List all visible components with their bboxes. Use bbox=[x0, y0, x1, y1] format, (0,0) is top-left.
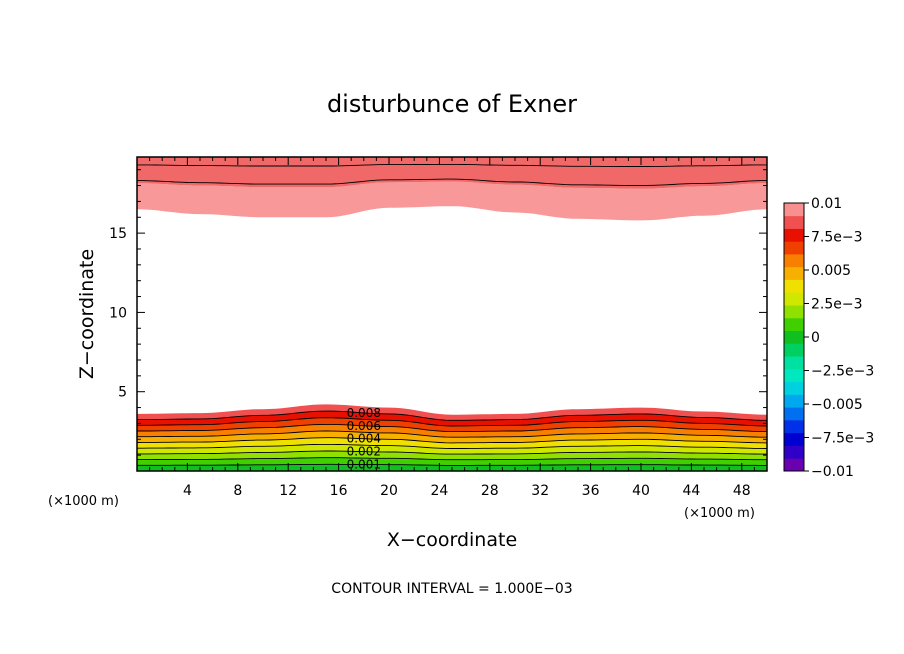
colorbar-swatch bbox=[784, 343, 804, 357]
top-band bbox=[137, 157, 767, 189]
contour-interval-text: CONTOUR INTERVAL = 1.000E−03 bbox=[331, 581, 572, 597]
contour-line-layer bbox=[136, 163, 768, 466]
contour-label: 0.006 bbox=[347, 419, 381, 433]
x-tick-label: 44 bbox=[682, 483, 700, 499]
colorbar bbox=[783, 202, 805, 472]
colorbar-swatch bbox=[784, 241, 804, 255]
top-band bbox=[137, 181, 767, 221]
contour-line bbox=[137, 443, 768, 449]
contour-line bbox=[136, 437, 768, 444]
y-unit-label: (×1000 m) bbox=[48, 494, 119, 509]
bottom-band bbox=[137, 451, 767, 460]
x-axis-ticks: 4 8 12 16 20 24 28 32 36 40 44 48 bbox=[149, 157, 755, 499]
x-tick-label: 8 bbox=[233, 483, 242, 499]
contour-line bbox=[137, 457, 767, 461]
colorbar-tick-label: −7.5e−3 bbox=[811, 431, 874, 447]
contour-label: 0.004 bbox=[347, 432, 381, 446]
contour-line bbox=[137, 417, 768, 427]
colorbar-swatch bbox=[784, 407, 804, 421]
colorbar-tick-label: −0.01 bbox=[811, 464, 854, 480]
colorbar-swatch bbox=[784, 458, 804, 472]
contour-line bbox=[137, 450, 767, 455]
colorbar-swatch bbox=[784, 317, 804, 332]
colorbar-swatch bbox=[784, 292, 804, 306]
contour-label: 0.002 bbox=[347, 445, 381, 459]
colorbar-swatch bbox=[784, 381, 804, 395]
x-tick-label: 28 bbox=[481, 483, 499, 499]
x-tick-label: 48 bbox=[733, 483, 751, 499]
colorbar-swatch bbox=[784, 432, 804, 446]
contour-line bbox=[137, 463, 767, 466]
contour-line bbox=[137, 430, 767, 438]
contour-label: 0.001 bbox=[347, 458, 381, 472]
contour-line bbox=[137, 410, 767, 421]
bottom-band bbox=[137, 404, 767, 421]
colorbar-swatch bbox=[784, 330, 804, 344]
x-tick-label: 36 bbox=[582, 483, 600, 499]
colorbar-swatch bbox=[784, 368, 804, 383]
x-tick-label: 20 bbox=[380, 483, 398, 499]
contour-line bbox=[137, 163, 767, 167]
x-axis-label: X−coordinate bbox=[387, 529, 517, 551]
bottom-band bbox=[137, 431, 767, 443]
colorbar-swatch bbox=[784, 203, 804, 217]
y-axis-label: Z−coordinate bbox=[76, 249, 98, 379]
colorbar-swatch bbox=[784, 356, 804, 370]
colorbar-swatch bbox=[784, 305, 804, 319]
y-tick-label: 15 bbox=[109, 226, 127, 242]
colorbar-swatch bbox=[784, 266, 804, 280]
colorbar-swatch bbox=[784, 254, 804, 268]
x-tick-label: 24 bbox=[430, 483, 448, 499]
colorbar-swatch bbox=[784, 445, 804, 459]
colorbar-tick-label: 0.01 bbox=[811, 196, 842, 212]
colorbar-tick-label: 7.5e−3 bbox=[811, 230, 863, 246]
y-tick-label: 10 bbox=[109, 305, 127, 321]
y-tick-label: 5 bbox=[118, 385, 127, 401]
contour-fill-layer bbox=[137, 157, 767, 471]
colorbar-labels: 0.01 7.5e−3 0.005 2.5e−3 0 −2.5e−3 −0.005 −7.5e… bbox=[804, 196, 874, 480]
x-tick-label: 16 bbox=[330, 483, 348, 499]
x-tick-label: 32 bbox=[531, 483, 549, 499]
y-axis-ticks: 5 10 15 bbox=[109, 169, 767, 456]
colorbar-swatch bbox=[784, 419, 804, 434]
x-tick-label: 4 bbox=[183, 483, 192, 499]
colorbar-tick-label: 2.5e−3 bbox=[811, 297, 863, 313]
x-unit-label: (×1000 m) bbox=[684, 506, 755, 521]
chart-title: disturbunce of Exner bbox=[327, 90, 577, 118]
x-tick-label: 40 bbox=[632, 483, 650, 499]
contour-label: 0.008 bbox=[347, 406, 381, 420]
colorbar-swatch bbox=[784, 394, 804, 408]
bottom-band bbox=[137, 457, 767, 466]
colorbar-tick-label: −2.5e−3 bbox=[811, 364, 874, 380]
colorbar-swatch bbox=[784, 279, 804, 293]
colorbar-tick-label: 0 bbox=[811, 330, 820, 346]
contour-line bbox=[137, 178, 767, 186]
colorbar-tick-label: −0.005 bbox=[811, 397, 863, 413]
colorbar-swatch bbox=[784, 215, 804, 229]
x-tick-label: 12 bbox=[279, 483, 297, 499]
contour-line bbox=[137, 423, 768, 433]
colorbar-swatch bbox=[784, 228, 804, 242]
colorbar-tick-label: 0.005 bbox=[811, 263, 851, 279]
